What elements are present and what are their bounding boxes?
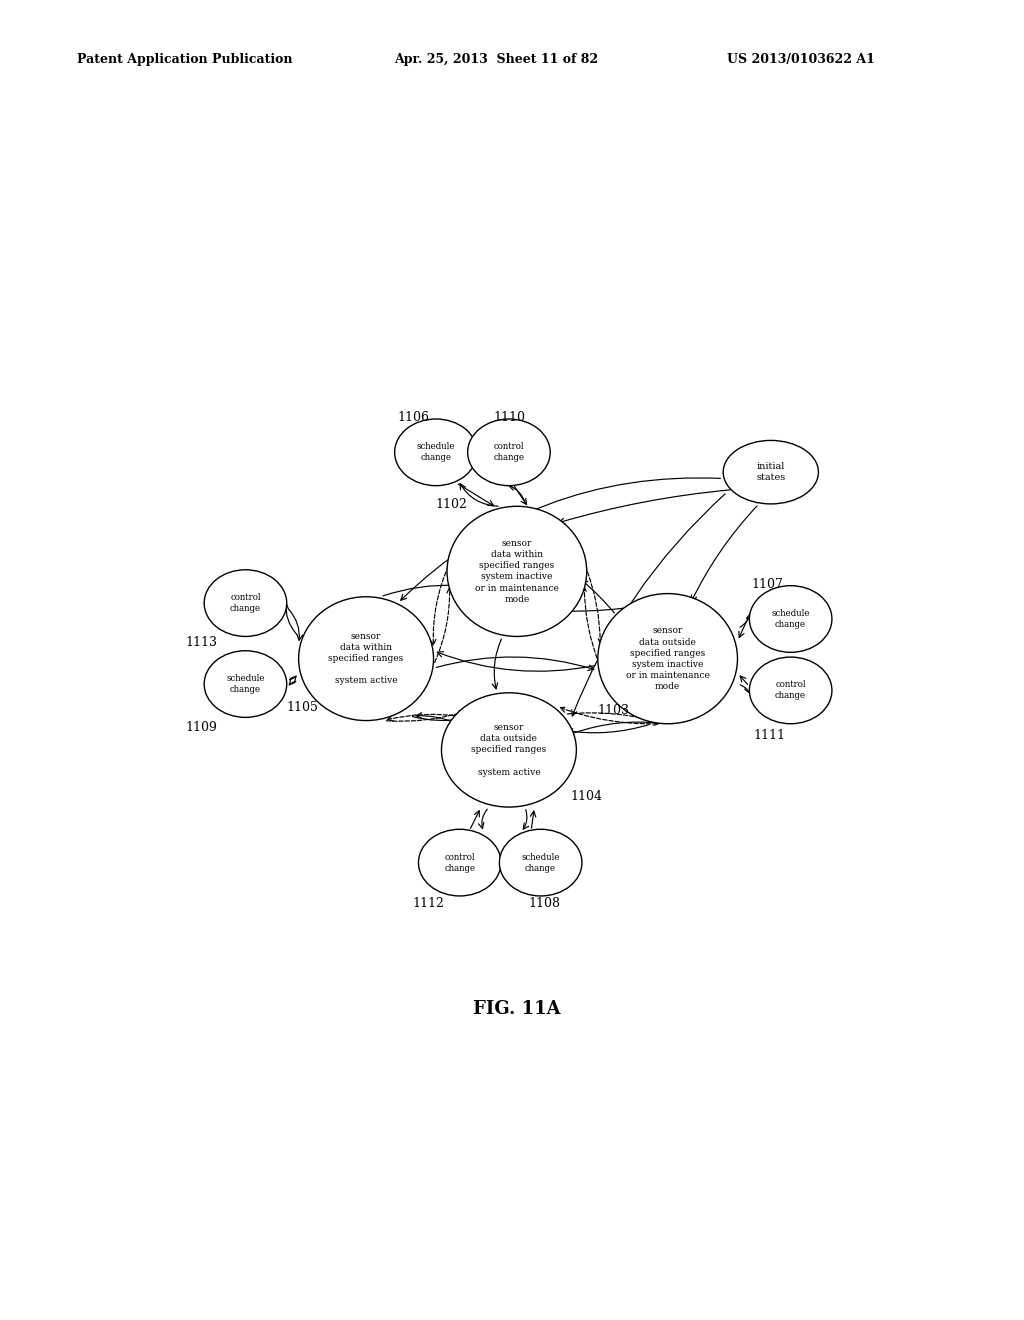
Ellipse shape — [468, 418, 550, 486]
Text: FIG. 11A: FIG. 11A — [473, 1001, 561, 1019]
Text: sensor
data outside
specified ranges

system active: sensor data outside specified ranges sys… — [471, 723, 547, 776]
Text: 1106: 1106 — [397, 411, 430, 424]
Ellipse shape — [598, 594, 737, 723]
Text: schedule
change: schedule change — [521, 853, 560, 873]
Text: control
change: control change — [230, 593, 261, 614]
Text: Patent Application Publication: Patent Application Publication — [77, 53, 292, 66]
Text: 1107: 1107 — [752, 578, 783, 591]
Ellipse shape — [394, 418, 477, 486]
Text: 1102: 1102 — [436, 499, 468, 511]
Text: 1109: 1109 — [185, 721, 217, 734]
Ellipse shape — [299, 597, 433, 721]
Text: control
change: control change — [494, 442, 524, 462]
Ellipse shape — [447, 507, 587, 636]
Text: US 2013/0103622 A1: US 2013/0103622 A1 — [727, 53, 874, 66]
Text: 1108: 1108 — [528, 896, 561, 909]
Text: schedule
change: schedule change — [226, 675, 264, 694]
Text: schedule
change: schedule change — [417, 442, 455, 462]
Ellipse shape — [204, 651, 287, 717]
Text: 1103: 1103 — [598, 704, 630, 717]
Text: schedule
change: schedule change — [771, 609, 810, 630]
Text: 1112: 1112 — [412, 896, 444, 909]
Text: 1104: 1104 — [570, 789, 603, 803]
Text: 1113: 1113 — [185, 636, 217, 649]
Text: initial
states: initial states — [756, 462, 785, 482]
Text: 1111: 1111 — [754, 729, 785, 742]
Ellipse shape — [441, 693, 577, 807]
Ellipse shape — [419, 829, 501, 896]
Text: 1110: 1110 — [494, 411, 525, 424]
Ellipse shape — [750, 657, 831, 723]
Text: control
change: control change — [775, 680, 806, 701]
Text: sensor
data within
specified ranges
system inactive
or in maintenance
mode: sensor data within specified ranges syst… — [475, 539, 559, 603]
Ellipse shape — [500, 829, 582, 896]
Text: sensor
data within
specified ranges

system active: sensor data within specified ranges syst… — [329, 632, 403, 685]
Text: control
change: control change — [444, 853, 475, 873]
Ellipse shape — [723, 441, 818, 504]
Text: Apr. 25, 2013  Sheet 11 of 82: Apr. 25, 2013 Sheet 11 of 82 — [394, 53, 598, 66]
Text: sensor
data outside
specified ranges
system inactive
or in maintenance
mode: sensor data outside specified ranges sys… — [626, 627, 710, 690]
Ellipse shape — [750, 586, 831, 652]
Ellipse shape — [204, 570, 287, 636]
Text: 1105: 1105 — [287, 701, 318, 714]
